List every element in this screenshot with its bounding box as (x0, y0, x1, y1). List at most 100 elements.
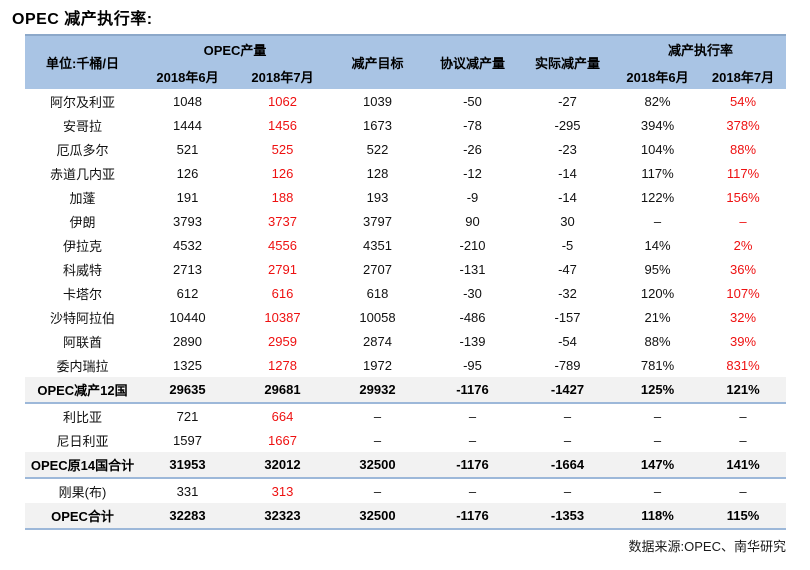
value-cell: -157 (554, 309, 581, 325)
value-cell: -14 (558, 165, 577, 181)
value-cell: 10387 (264, 309, 301, 325)
value-cell: 126 (271, 165, 294, 181)
value-cell: 2874 (363, 333, 392, 349)
value-cell: 107% (726, 285, 760, 301)
column-header-actual-cut: 实际减产量 (520, 34, 615, 89)
value-cell: – (653, 483, 662, 499)
value-cell: -95 (463, 357, 482, 373)
value-cell: 2713 (173, 261, 202, 277)
row-label: 赤道几内亚 (49, 166, 115, 182)
value-cell: 378% (726, 117, 760, 133)
value-cell: 30 (560, 213, 575, 229)
value-cell: 1048 (173, 93, 202, 109)
value-cell: – (468, 483, 477, 499)
table-body: 阿尔及利亚 1048 1062 1039 -50 -27 82% 54% 安哥拉 1444 1456… (25, 89, 787, 530)
value-cell: 122% (640, 189, 675, 205)
group-header-opec-production: OPEC产量 (140, 34, 330, 63)
value-cell: – (373, 483, 382, 499)
value-cell: 29932 (330, 377, 425, 404)
value-cell: -14 (558, 189, 577, 205)
value-cell: 32283 (140, 503, 235, 530)
value-cell: – (468, 432, 477, 448)
value-cell: – (653, 408, 662, 424)
value-cell: 121% (700, 377, 787, 404)
value-cell: -1664 (520, 452, 615, 479)
table-row: 阿尔及利亚 1048 1062 1039 -50 -27 82% 54% (25, 89, 786, 113)
value-cell: 1444 (173, 117, 202, 133)
value-cell: 721 (176, 408, 199, 424)
value-cell: 612 (176, 285, 199, 301)
value-cell: 521 (176, 141, 199, 157)
value-cell: 10058 (359, 309, 396, 325)
value-cell: -131 (459, 261, 486, 277)
row-label: 委内瑞拉 (56, 358, 109, 374)
table-row: 卡塔尔 612 616 618 -30 -32 120% 107% (25, 281, 786, 305)
row-label: 阿联酋 (62, 334, 102, 350)
value-cell: – (739, 432, 747, 448)
value-cell: 156% (726, 189, 760, 205)
value-cell: – (653, 432, 662, 448)
table-row: 伊朗 3793 3737 3797 90 30 – – (25, 209, 786, 233)
value-cell: 831% (726, 357, 760, 373)
value-cell: 1667 (268, 432, 297, 448)
table-row: 加蓬 191 188 193 -9 -14 122% 156% (25, 185, 786, 209)
value-cell: 2890 (173, 333, 202, 349)
subheader-production-july: 2018年7月 (235, 63, 330, 89)
value-cell: 4532 (173, 237, 202, 253)
value-cell: 525 (271, 141, 294, 157)
value-cell: 394% (640, 117, 675, 133)
value-cell: 14% (644, 237, 671, 253)
value-cell: 188 (271, 189, 294, 205)
value-cell: 31953 (140, 452, 235, 479)
table-row: 尼日利亚 1597 1667 – – – – – (25, 428, 786, 452)
value-cell: 39% (729, 333, 757, 349)
column-header-agreed-cut: 协议减产量 (425, 34, 520, 89)
table-header: 单位:千桶/日 OPEC产量 减产目标 协议减产量 实际减产量 减产执行率 20… (25, 34, 787, 89)
value-cell: 10440 (169, 309, 206, 325)
table-row: 刚果(布) 331 313 – – – – – (25, 478, 786, 503)
value-cell: 1972 (363, 357, 392, 373)
value-cell: -295 (554, 117, 581, 133)
value-cell: 781% (640, 357, 675, 373)
row-label: 科威特 (62, 262, 102, 278)
value-cell: 32012 (235, 452, 330, 479)
row-label: OPEC减产12国 (25, 377, 140, 404)
value-cell: 32500 (330, 452, 425, 479)
table-row: 厄瓜多尔 521 525 522 -26 -23 104% 88% (25, 137, 786, 161)
value-cell: 32500 (330, 503, 425, 530)
value-cell: -50 (463, 93, 482, 109)
value-cell: – (373, 432, 382, 448)
subheader-production-june: 2018年6月 (140, 63, 235, 89)
row-label: OPEC原14国合计 (25, 452, 140, 479)
value-cell: 3797 (363, 213, 392, 229)
value-cell: 32% (729, 309, 757, 325)
summary-row: OPEC合计 32283 32323 32500 -1176 -1353 118% 115% (25, 503, 787, 530)
table-row: 伊拉克 4532 4556 4351 -210 -5 14% 2% (25, 233, 786, 257)
group-header-execution-rate: 减产执行率 (615, 34, 787, 63)
table-row: 委内瑞拉 1325 1278 1972 -95 -789 781% 831% (25, 353, 786, 377)
row-label: 刚果(布) (58, 484, 107, 500)
value-cell: -32 (558, 285, 577, 301)
value-cell: 618 (366, 285, 389, 301)
value-cell: 616 (271, 285, 294, 301)
value-cell: – (653, 213, 662, 229)
summary-row: OPEC减产12国 29635 29681 29932 -1176 -1427 125% 12… (25, 377, 787, 404)
row-label: 伊拉克 (62, 238, 102, 254)
value-cell: 193 (366, 189, 389, 205)
row-label: 加蓬 (69, 190, 96, 206)
value-cell: – (468, 408, 477, 424)
value-cell: -1427 (520, 377, 615, 404)
header-group-row: 单位:千桶/日 OPEC产量 减产目标 协议减产量 实际减产量 减产执行率 (25, 34, 787, 89)
value-cell: 2791 (268, 261, 297, 277)
value-cell: 3737 (268, 213, 297, 229)
table-row: 沙特阿拉伯 10440 10387 10058 -486 -157 21% 32% (25, 305, 786, 329)
value-cell: 117% (641, 165, 674, 181)
value-cell: -1176 (425, 452, 520, 479)
value-cell: -30 (463, 285, 482, 301)
value-cell: -12 (463, 165, 482, 181)
page-title: OPEC 减产执行率: (12, 11, 153, 28)
value-cell: 191 (176, 189, 199, 205)
value-cell: 126 (176, 165, 199, 181)
value-cell: 1673 (363, 117, 392, 133)
